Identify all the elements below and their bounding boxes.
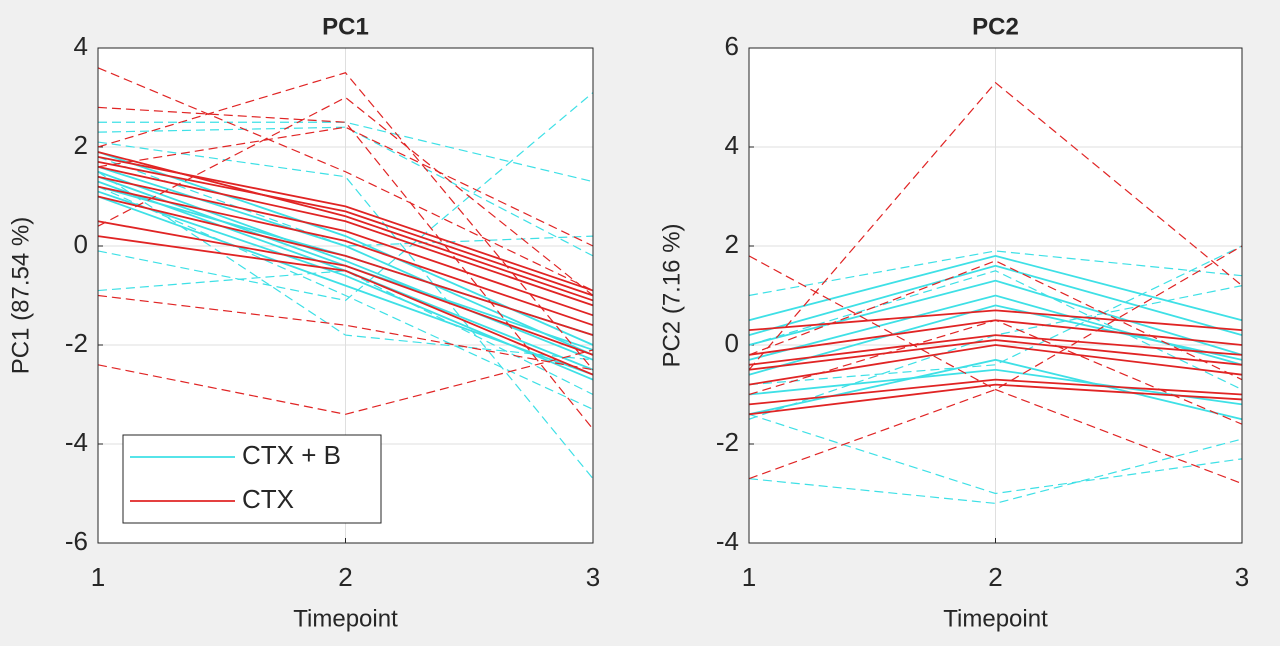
x-tick-label: 2 xyxy=(338,562,352,592)
series-line xyxy=(97,92,594,302)
series-line xyxy=(748,339,1243,371)
legend-label: CTX xyxy=(242,484,294,514)
y-tick-label: -6 xyxy=(65,526,88,556)
x-tick-label: 1 xyxy=(91,562,105,592)
x-tick-label: 2 xyxy=(988,562,1002,592)
x-tick-label: 3 xyxy=(1235,562,1249,592)
chart-title: PC1 xyxy=(322,13,369,40)
series-line xyxy=(97,195,594,336)
axes-box xyxy=(748,47,1243,544)
series-line xyxy=(748,270,1243,391)
series-line xyxy=(748,245,1243,480)
legend-box xyxy=(122,434,382,524)
series-line xyxy=(748,319,1243,356)
series-line xyxy=(748,383,1243,416)
x-tick-label: 1 xyxy=(742,562,756,592)
y-tick-label: -4 xyxy=(65,427,88,457)
legend-label: CTX + B xyxy=(242,440,341,470)
y-tick-label: 6 xyxy=(725,31,739,61)
series-line xyxy=(748,368,1243,406)
y-tick-label: -2 xyxy=(716,427,739,457)
axes-box xyxy=(97,47,594,544)
series-line xyxy=(97,72,594,371)
series-line xyxy=(97,165,594,307)
y-tick-label: -4 xyxy=(716,526,739,556)
series-line xyxy=(97,185,594,327)
series-line xyxy=(748,254,1243,322)
series-line xyxy=(97,349,594,415)
chart-title: PC2 xyxy=(972,13,1019,40)
y-tick-label: 0 xyxy=(74,229,88,259)
series-line xyxy=(748,304,1243,376)
series-line xyxy=(748,309,1243,332)
series-line xyxy=(97,175,594,317)
x-axis-label: Timepoint xyxy=(943,605,1048,632)
y-tick-label: -2 xyxy=(65,328,88,358)
series-line xyxy=(97,67,594,292)
series-line xyxy=(97,156,594,247)
y-tick-label: 4 xyxy=(725,130,739,160)
x-axis-label: Timepoint xyxy=(293,605,398,632)
series-line xyxy=(748,81,1243,371)
series-line xyxy=(97,165,594,356)
series-line xyxy=(97,96,594,296)
series-line xyxy=(97,141,594,480)
y-tick-label: 0 xyxy=(725,328,739,358)
series-line xyxy=(97,151,594,302)
series-line xyxy=(748,264,1243,336)
y-tick-label: 2 xyxy=(74,130,88,160)
series-line xyxy=(97,220,594,356)
series-line xyxy=(97,235,594,376)
y-tick-label: 2 xyxy=(725,229,739,259)
series-line xyxy=(748,344,1243,386)
y-axis-label: PC2 (7.16 %) xyxy=(658,223,685,367)
series-line xyxy=(97,160,594,297)
series-line xyxy=(748,334,1243,366)
y-tick-label: 4 xyxy=(74,31,88,61)
series-line xyxy=(748,255,1243,485)
series-line xyxy=(748,413,1243,495)
y-axis-label: PC1 (87.54 %) xyxy=(7,217,34,374)
series-line xyxy=(97,106,594,430)
x-tick-label: 3 xyxy=(586,562,600,592)
series-line xyxy=(97,195,594,376)
series-line xyxy=(748,378,1243,406)
